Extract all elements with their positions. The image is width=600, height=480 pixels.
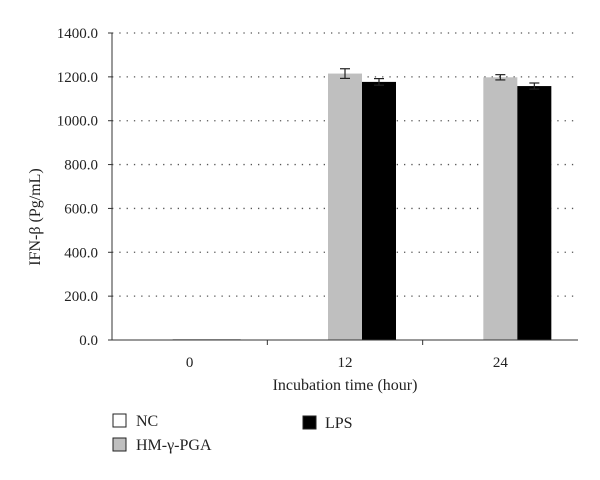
bar bbox=[517, 86, 552, 341]
legend-label-nc: NC bbox=[136, 413, 158, 430]
y-tick-label: 1400.0 bbox=[57, 26, 98, 42]
bar bbox=[483, 77, 518, 340]
y-tick-label: 0.0 bbox=[79, 333, 98, 349]
y-tick-label: 400.0 bbox=[64, 245, 98, 261]
legend-label-hm-pga: HM-γ-PGA bbox=[136, 437, 212, 454]
legend-label-lps: LPS bbox=[325, 415, 353, 432]
y-tick-label: 1000.0 bbox=[57, 114, 98, 130]
x-tick-label: 12 bbox=[338, 355, 353, 371]
y-axis-title: IFN-β (Pg/mL) bbox=[27, 168, 44, 265]
legend-swatch-lps bbox=[302, 415, 317, 430]
x-axis-title: Incubation time (hour) bbox=[273, 377, 418, 394]
axes bbox=[111, 33, 578, 341]
x-tick-labels: 0 12 24 bbox=[186, 340, 508, 371]
y-tick-label: 1200.0 bbox=[57, 70, 98, 86]
y-tick-label: 200.0 bbox=[64, 289, 98, 305]
legend-item-lps: LPS bbox=[302, 415, 353, 432]
bar bbox=[328, 73, 362, 340]
legend: NC HM-γ-PGA LPS bbox=[112, 413, 353, 454]
bars bbox=[172, 73, 552, 341]
legend-item-hm-pga: HM-γ-PGA bbox=[112, 437, 212, 454]
y-tick-label: 600.0 bbox=[64, 201, 98, 217]
error-bars bbox=[340, 68, 540, 90]
x-tick-label: 24 bbox=[493, 355, 509, 371]
bar bbox=[362, 81, 396, 341]
y-tick-labels: 0.0 200.0 400.0 600.0 800.0 1000.0 1200.0 1400.… bbox=[57, 26, 112, 349]
legend-swatch-nc bbox=[112, 413, 127, 428]
legend-swatch-hm-pga bbox=[112, 437, 127, 452]
y-tick-label: 800.0 bbox=[64, 158, 98, 174]
x-tick-label: 0 bbox=[186, 355, 194, 371]
legend-item-nc: NC bbox=[112, 413, 158, 430]
